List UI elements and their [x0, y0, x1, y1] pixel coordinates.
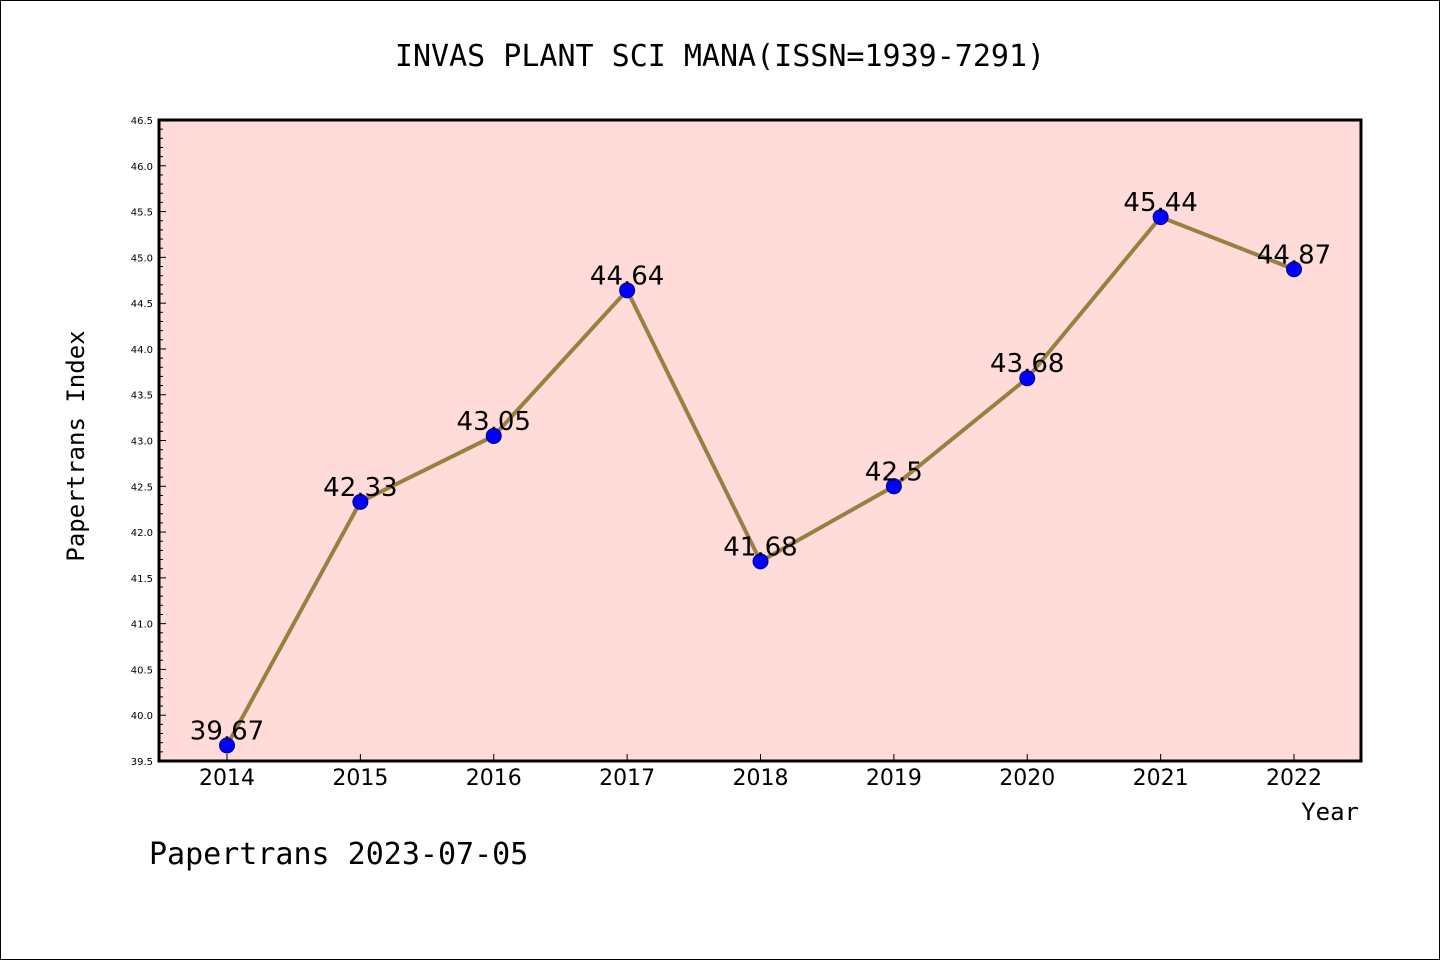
x-axis: 2014 2015 2016 2017 2018 2019 2020 2021 2022 — [199, 754, 1322, 791]
y-tick-label: 42.5 — [131, 482, 153, 493]
x-tick-label: 2021 — [1133, 766, 1189, 791]
footer-text: Papertrans 2023-07-05 — [149, 837, 528, 872]
x-axis-label: Year — [1301, 798, 1359, 826]
data-label: 39.67 — [190, 716, 264, 746]
x-tick-label: 2017 — [599, 766, 655, 791]
plot-area — [157, 118, 1363, 763]
data-points — [219, 209, 1302, 754]
data-label: 42.33 — [323, 473, 397, 503]
data-point — [219, 737, 235, 754]
x-tick-label: 2016 — [466, 766, 522, 791]
y-tick-label: 42.0 — [131, 528, 153, 539]
y-tick-label: 44.5 — [131, 299, 153, 310]
chart-title: INVAS PLANT SCI MANA(ISSN=1939-7291) — [395, 39, 1045, 74]
x-tick-label: 2019 — [866, 766, 922, 791]
data-label: 41.68 — [723, 532, 797, 562]
y-tick-label: 46.0 — [131, 162, 153, 173]
y-tick-label: 44.0 — [131, 345, 153, 356]
y-tick-label: 40.5 — [131, 665, 153, 676]
y-axis-label: Papertrans Index — [62, 330, 90, 561]
x-tick-label: 2015 — [332, 766, 388, 791]
x-tick-label: 2014 — [199, 766, 255, 791]
data-label: 44.87 — [1257, 240, 1331, 270]
data-point — [885, 478, 902, 495]
data-label: 42.5 — [865, 457, 923, 487]
y-tick-label: 43.0 — [131, 437, 153, 448]
data-label: 44.64 — [590, 261, 664, 291]
y-axis: 39.5 40.0 40.5 41.0 41.5 42.0 42.5 43.0 43.5 44.0… — [131, 116, 166, 768]
data-point — [352, 493, 369, 510]
y-tick-label: 45.5 — [131, 208, 153, 219]
x-tick-label: 2018 — [733, 766, 789, 791]
y-tick-label: 39.5 — [131, 757, 153, 768]
data-point — [1019, 370, 1036, 387]
data-label: 45.44 — [1123, 188, 1197, 218]
x-tick-label: 2022 — [1266, 766, 1322, 791]
y-tick-label: 41.5 — [131, 574, 153, 585]
y-tick-label: 43.5 — [131, 391, 153, 402]
data-point — [1286, 261, 1302, 278]
y-tick-label: 40.0 — [131, 711, 153, 722]
data-point — [1152, 209, 1169, 226]
data-labels: 39.67 42.33 43.05 44.64 41.68 42.5 43.68 45.44 4… — [190, 188, 1331, 746]
data-point — [485, 427, 502, 444]
data-label: 43.05 — [457, 407, 531, 437]
data-point — [752, 553, 769, 570]
x-tick-label: 2020 — [999, 766, 1055, 791]
y-tick-label: 45.0 — [131, 253, 153, 264]
data-point — [619, 282, 636, 299]
y-tick-label: 46.5 — [131, 116, 153, 127]
y-tick-label: 41.0 — [131, 620, 153, 631]
data-label: 43.68 — [990, 349, 1064, 379]
